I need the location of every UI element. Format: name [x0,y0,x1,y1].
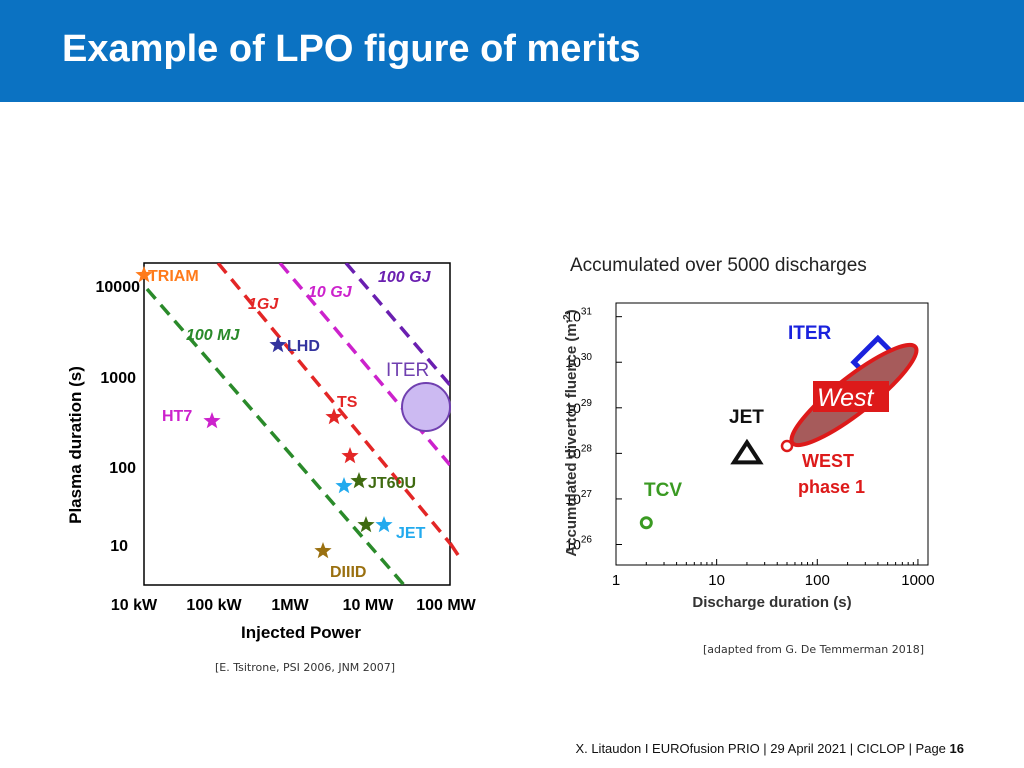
star-marker-diiid [314,542,332,559]
right-x-tick-1: 1 [612,572,620,589]
energy-line-100gj [344,263,450,387]
left-y-tick-10: 10 [110,538,128,555]
left-y-tick-10000: 10000 [96,279,141,296]
right-y-tick-1e28: 1028 [565,443,592,461]
point-label-lhd: LHD [287,338,320,355]
right-y-tick-1e26: 1026 [565,534,592,552]
star-marker-triam [135,266,153,283]
point-label-tcv: TCV [644,480,682,501]
slide-title: Example of LPO figure of merits [62,28,641,70]
left-y-tick-100: 100 [109,460,136,477]
star-marker-jt60u [350,472,368,489]
slide-header: Example of LPO figure of merits [0,0,1024,102]
point-label-triam: TRIAM [148,268,199,285]
left-y-axis-label: Plasma duration (s) [66,366,85,524]
west-logo [813,381,889,412]
left-caption: [E. Tsitrone, PSI 2006, JNM 2007] [215,661,396,674]
west-logo-text: West [817,384,875,412]
star-marker-unlabeled-7 [357,516,375,533]
left-plot-area [143,262,451,586]
point-label-jet-right: JET [729,407,764,428]
right-plot-area [615,302,929,566]
right-y-tick-1e31: 1031 [565,307,592,325]
energy-label-1gj: 1GJ [248,296,279,313]
marker-jet-right [730,438,764,465]
point-label-iter: ITER [386,360,429,381]
point-label-ts: TS [337,394,358,411]
right-x-tick-10: 10 [708,572,725,589]
right-y-tick-1e27: 1027 [565,489,592,507]
right-caption: [adapted from G. De Temmerman 2018] [703,643,924,656]
left-x-axis-label: Injected Power [241,623,361,642]
fluence-duration-chart: Accumulated over 5000 discharges 1 10 100 1… [562,255,935,611]
star-marker-ht7 [203,412,221,429]
point-label-iter-right: ITER [788,323,832,344]
left-x-tick-100kw: 100 kW [186,597,242,614]
west-start-marker [780,439,794,453]
star-marker-lhd [269,336,287,353]
footer-page-number: 16 [949,741,964,756]
energy-label-100gj: 100 GJ [378,269,432,286]
right-chart-title: Accumulated over 5000 discharges [570,255,867,276]
energy-line-1gj-tail [448,542,460,556]
right-y-tick-1e30: 1030 [565,352,592,370]
energy-label-10gj: 10 GJ [308,284,353,301]
power-duration-chart: 100 MJ 1GJ 10 GJ 100 GJ ITER TRIAM LHD H… [66,262,477,642]
energy-line-100mj [145,287,406,585]
west-region: West WEST phase 1 [780,342,919,497]
star-marker-unlabeled-4 [341,447,359,464]
marker-tcv-right [639,516,653,530]
right-y-axis-label: Accumulated divertor fluence (m-2) [562,309,580,556]
star-marker-unlabeled-6 [335,477,353,494]
point-label-diiid: DIIID [330,564,366,581]
west-label-line1: WEST [802,451,854,471]
right-x-tick-1000: 1000 [901,572,934,589]
left-x-tick-100mw: 100 MW [416,597,476,614]
left-x-tick-10mw: 10 MW [343,597,395,614]
star-marker-ts [325,408,343,425]
right-x-tick-100: 100 [805,572,830,589]
footer-text: X. Litaudon I EUROfusion PRIO | 29 April… [575,741,950,756]
left-y-tick-1000: 1000 [100,370,136,387]
energy-line-1gj [216,263,450,547]
point-label-jet: JET [396,525,426,542]
right-x-axis-label: Discharge duration (s) [692,594,851,611]
point-label-ht7: HT7 [162,408,192,425]
point-iter-circle [401,382,451,432]
star-marker-jet [375,516,393,533]
west-label-line2: phase 1 [798,477,865,497]
footer: X. Litaudon I EUROfusion PRIO | 29 April… [575,741,964,756]
right-y-tick-1e29: 1029 [565,398,592,416]
point-label-jt60u: JT60U [368,475,416,492]
left-x-tick-10kw: 10 kW [111,597,158,614]
left-x-tick-1mw: 1MW [271,597,309,614]
energy-label-100mj: 100 MJ [186,327,240,344]
